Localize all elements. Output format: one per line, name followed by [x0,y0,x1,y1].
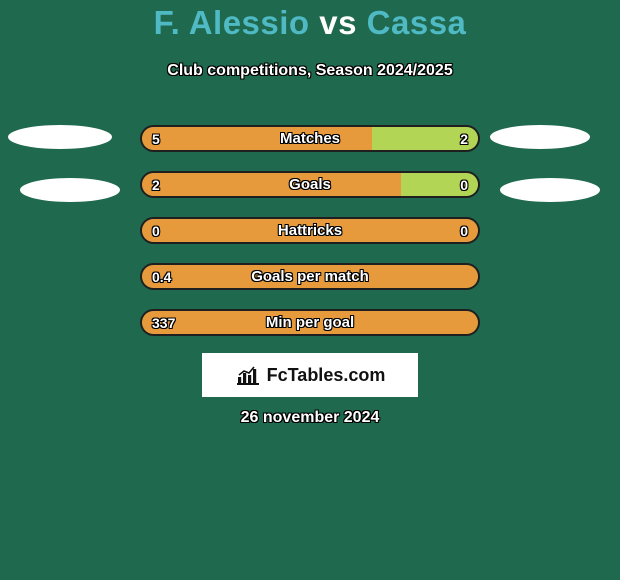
side-oval [490,125,590,149]
vs-separator: vs [319,4,357,41]
stat-value-left: 0 [152,217,160,244]
stat-row: Goals2 0 [140,171,480,198]
stat-label: Matches [140,125,480,152]
brand-text: FcTables.com [267,365,386,386]
stat-label: Hattricks [140,217,480,244]
stat-value-right: 0 [460,171,468,198]
side-oval [8,125,112,149]
stat-value-left: 5 [152,125,160,152]
stat-label: Min per goal [140,309,480,336]
side-oval [500,178,600,202]
brand-bars-icon [235,364,261,386]
player1-name: F. Alessio [154,4,310,41]
stat-row: Goals per match0.4 [140,263,480,290]
side-oval [20,178,120,202]
stat-row: Matches5 2 [140,125,480,152]
stat-row: Min per goal337 [140,309,480,336]
stat-value-right: 0 [460,217,468,244]
stat-label: Goals [140,171,480,198]
player2-name: Cassa [367,4,467,41]
stat-value-left: 0.4 [152,263,171,290]
brand-box: FcTables.com [202,353,418,397]
subtitle: Club competitions, Season 2024/2025 [0,62,620,80]
stat-row: Hattricks0 0 [140,217,480,244]
stat-label: Goals per match [140,263,480,290]
page-title: F. Alessio vs Cassa [0,4,620,42]
date-label: 26 november 2024 [0,409,620,427]
stat-value-left: 2 [152,171,160,198]
stat-value-left: 337 [152,309,175,336]
comparison-infographic: F. Alessio vs Cassa Club competitions, S… [0,0,620,580]
stat-value-right: 2 [460,125,468,152]
